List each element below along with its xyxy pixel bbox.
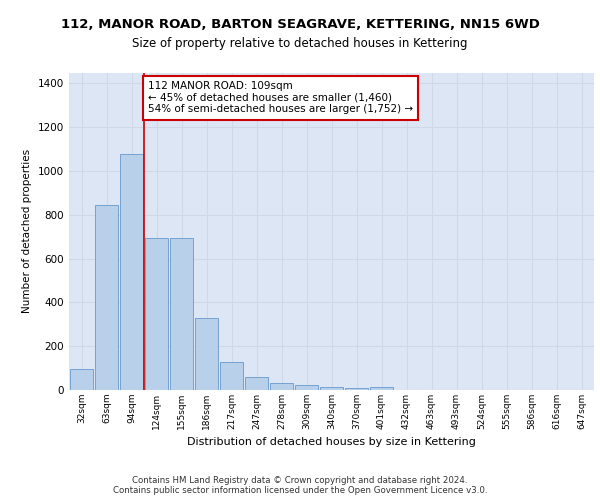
Bar bbox=[95, 206, 118, 390]
Bar bbox=[170, 238, 193, 390]
Bar bbox=[120, 154, 143, 390]
Bar bbox=[270, 384, 293, 390]
Bar bbox=[245, 377, 268, 390]
Text: Size of property relative to detached houses in Kettering: Size of property relative to detached ho… bbox=[132, 38, 468, 51]
Text: Contains public sector information licensed under the Open Government Licence v3: Contains public sector information licen… bbox=[113, 486, 487, 495]
Bar bbox=[295, 384, 318, 390]
Bar bbox=[220, 362, 243, 390]
X-axis label: Distribution of detached houses by size in Kettering: Distribution of detached houses by size … bbox=[187, 438, 476, 448]
Bar bbox=[70, 369, 93, 390]
Bar bbox=[345, 388, 368, 390]
Bar bbox=[145, 238, 168, 390]
Y-axis label: Number of detached properties: Number of detached properties bbox=[22, 149, 32, 314]
Text: Contains HM Land Registry data © Crown copyright and database right 2024.: Contains HM Land Registry data © Crown c… bbox=[132, 476, 468, 485]
Text: 112 MANOR ROAD: 109sqm
← 45% of detached houses are smaller (1,460)
54% of semi-: 112 MANOR ROAD: 109sqm ← 45% of detached… bbox=[148, 82, 413, 114]
Bar bbox=[195, 318, 218, 390]
Text: 112, MANOR ROAD, BARTON SEAGRAVE, KETTERING, NN15 6WD: 112, MANOR ROAD, BARTON SEAGRAVE, KETTER… bbox=[61, 18, 539, 30]
Bar bbox=[320, 386, 343, 390]
Bar bbox=[370, 388, 393, 390]
